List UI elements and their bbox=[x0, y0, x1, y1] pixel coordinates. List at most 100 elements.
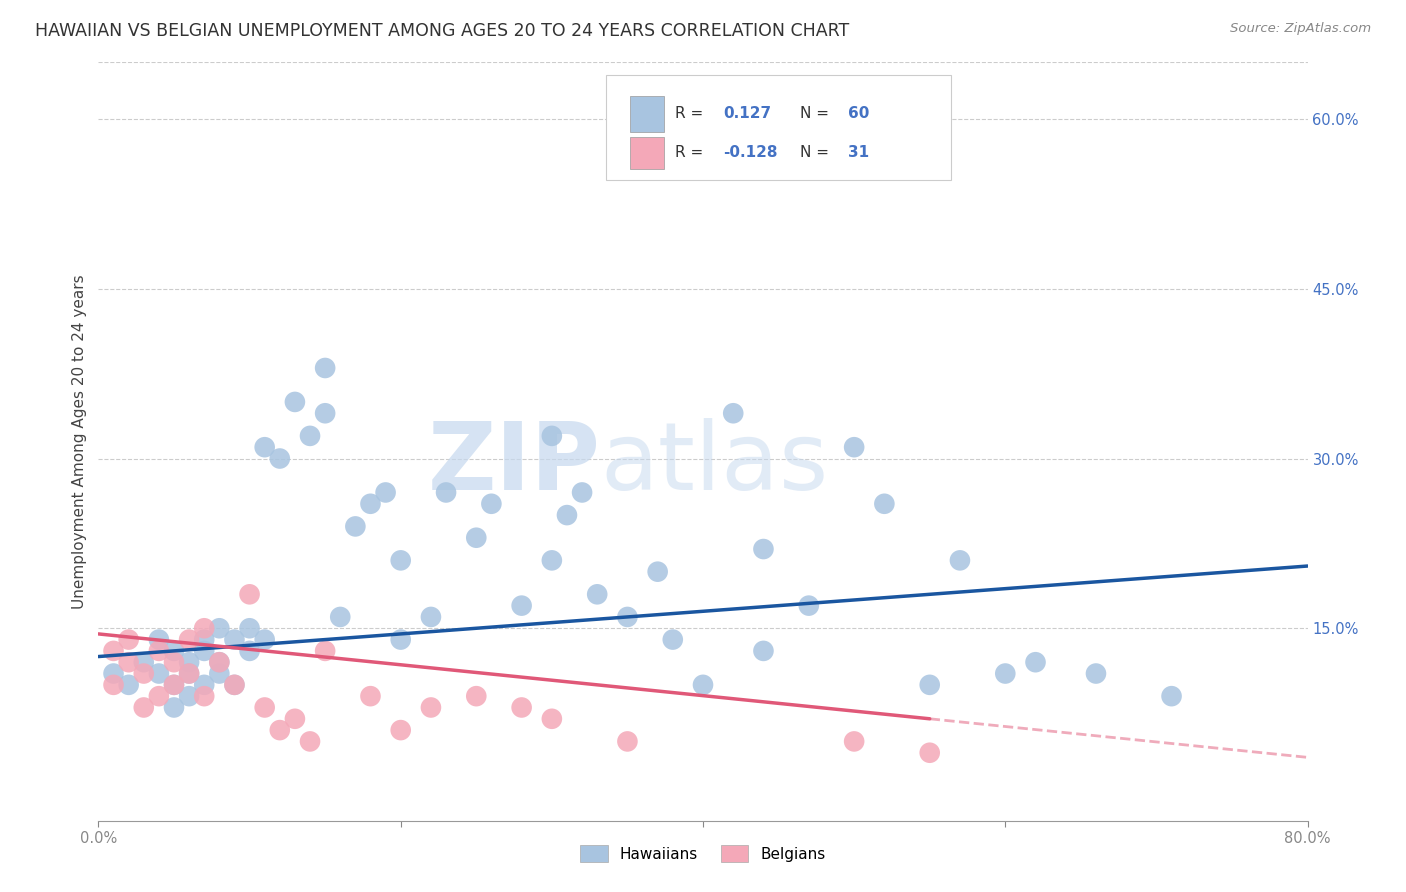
Text: N =: N = bbox=[800, 145, 828, 161]
FancyBboxPatch shape bbox=[606, 75, 950, 180]
Point bbox=[132, 655, 155, 669]
Point bbox=[148, 689, 170, 703]
Point bbox=[118, 678, 141, 692]
Point bbox=[540, 429, 562, 443]
Point bbox=[661, 632, 683, 647]
Point bbox=[148, 644, 170, 658]
Y-axis label: Unemployment Among Ages 20 to 24 years: Unemployment Among Ages 20 to 24 years bbox=[72, 274, 87, 609]
Point bbox=[193, 644, 215, 658]
Point bbox=[118, 632, 141, 647]
Point bbox=[797, 599, 820, 613]
Point bbox=[224, 678, 246, 692]
Text: 0.127: 0.127 bbox=[724, 106, 772, 121]
Text: Source: ZipAtlas.com: Source: ZipAtlas.com bbox=[1230, 22, 1371, 36]
Point bbox=[253, 440, 276, 454]
Point bbox=[224, 632, 246, 647]
Point bbox=[179, 632, 201, 647]
Bar bbox=[630, 95, 664, 132]
Point bbox=[873, 497, 896, 511]
Point bbox=[179, 655, 201, 669]
Point bbox=[163, 644, 186, 658]
Point bbox=[179, 666, 201, 681]
Point bbox=[510, 700, 533, 714]
Point bbox=[179, 666, 201, 681]
Point bbox=[949, 553, 972, 567]
Point bbox=[132, 666, 155, 681]
Point bbox=[374, 485, 396, 500]
Point bbox=[163, 678, 186, 692]
Point bbox=[314, 644, 336, 658]
Point bbox=[179, 689, 201, 703]
Point bbox=[571, 485, 593, 500]
Text: ZIP: ZIP bbox=[427, 418, 600, 510]
Point bbox=[692, 678, 714, 692]
Point bbox=[208, 666, 231, 681]
Point bbox=[163, 678, 186, 692]
Point bbox=[314, 361, 336, 376]
Point bbox=[193, 621, 215, 635]
Text: -0.128: -0.128 bbox=[724, 145, 778, 161]
Point bbox=[752, 542, 775, 557]
Point bbox=[269, 451, 291, 466]
Text: R =: R = bbox=[675, 145, 703, 161]
Point bbox=[118, 655, 141, 669]
Point bbox=[239, 587, 262, 601]
Point bbox=[284, 712, 307, 726]
Point bbox=[918, 678, 941, 692]
Point bbox=[103, 666, 125, 681]
Point bbox=[1160, 689, 1182, 703]
Point bbox=[208, 655, 231, 669]
Bar bbox=[630, 136, 664, 169]
Point bbox=[420, 610, 443, 624]
Point bbox=[163, 655, 186, 669]
Point bbox=[844, 734, 866, 748]
Point bbox=[510, 599, 533, 613]
Text: atlas: atlas bbox=[600, 418, 828, 510]
Point bbox=[723, 406, 745, 420]
Point bbox=[844, 440, 866, 454]
Text: N =: N = bbox=[800, 106, 828, 121]
Point bbox=[540, 712, 562, 726]
Point bbox=[208, 621, 231, 635]
Point bbox=[253, 700, 276, 714]
Point bbox=[616, 610, 638, 624]
Point bbox=[586, 587, 609, 601]
Point bbox=[389, 723, 412, 738]
Point bbox=[239, 621, 262, 635]
Point bbox=[540, 553, 562, 567]
Point bbox=[299, 734, 322, 748]
Point bbox=[481, 497, 503, 511]
Text: R =: R = bbox=[675, 106, 703, 121]
Point bbox=[360, 689, 382, 703]
Point bbox=[360, 497, 382, 511]
Point bbox=[132, 700, 155, 714]
Point bbox=[299, 429, 322, 443]
Text: 60: 60 bbox=[848, 106, 869, 121]
Point bbox=[314, 406, 336, 420]
Text: HAWAIIAN VS BELGIAN UNEMPLOYMENT AMONG AGES 20 TO 24 YEARS CORRELATION CHART: HAWAIIAN VS BELGIAN UNEMPLOYMENT AMONG A… bbox=[35, 22, 849, 40]
Point bbox=[224, 678, 246, 692]
Point bbox=[329, 610, 352, 624]
Point bbox=[420, 700, 443, 714]
Point bbox=[284, 395, 307, 409]
Point bbox=[1024, 655, 1046, 669]
Point bbox=[465, 531, 488, 545]
Text: 31: 31 bbox=[848, 145, 869, 161]
Point bbox=[434, 485, 457, 500]
Point bbox=[1085, 666, 1108, 681]
Point bbox=[148, 666, 170, 681]
Point bbox=[253, 632, 276, 647]
Point bbox=[163, 700, 186, 714]
Point bbox=[918, 746, 941, 760]
Point bbox=[344, 519, 367, 533]
Point bbox=[389, 553, 412, 567]
Point bbox=[103, 678, 125, 692]
Point bbox=[269, 723, 291, 738]
Point bbox=[994, 666, 1017, 681]
Point bbox=[389, 632, 412, 647]
Point bbox=[193, 689, 215, 703]
Point bbox=[239, 644, 262, 658]
Point bbox=[193, 632, 215, 647]
Point bbox=[752, 644, 775, 658]
Point bbox=[103, 644, 125, 658]
